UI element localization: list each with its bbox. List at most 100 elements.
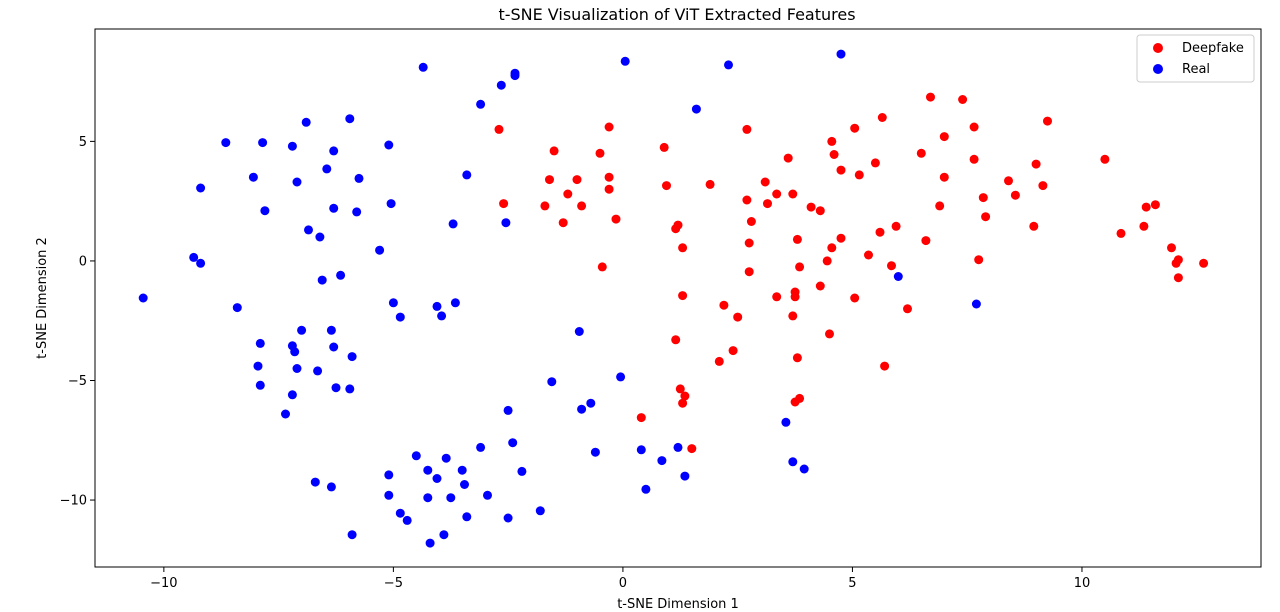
points-layer <box>138 49 1209 548</box>
point-real <box>297 325 307 335</box>
point-real <box>313 366 323 376</box>
plot-frame <box>94 28 1262 568</box>
point-deepfake <box>825 329 834 339</box>
point-real <box>501 218 511 228</box>
y-tick-label: −10 <box>60 494 87 509</box>
point-real <box>971 299 981 309</box>
point-deepfake <box>969 154 979 164</box>
point-real <box>781 417 791 427</box>
point-real <box>292 177 302 187</box>
point-real <box>437 311 447 321</box>
point-real <box>425 538 435 548</box>
point-deepfake <box>903 304 912 314</box>
point-deepfake <box>540 201 550 211</box>
point-real <box>616 372 626 382</box>
point-real <box>260 206 270 216</box>
point-real <box>423 465 433 475</box>
point-real <box>384 140 394 150</box>
point-real <box>462 170 472 180</box>
point-real <box>354 173 364 183</box>
point-deepfake <box>1167 243 1176 253</box>
point-real <box>547 377 557 387</box>
point-deepfake <box>763 199 772 209</box>
point-deepfake <box>974 255 984 265</box>
point-real <box>336 270 346 280</box>
point-real <box>232 303 242 313</box>
point-deepfake <box>864 250 873 260</box>
point-real <box>258 138 268 148</box>
point-deepfake <box>563 189 573 199</box>
point-deepfake <box>795 393 805 403</box>
point-real <box>292 364 302 373</box>
point-real <box>457 465 467 475</box>
point-deepfake <box>678 291 688 301</box>
point-real <box>432 301 442 311</box>
point-real <box>432 474 442 483</box>
point-deepfake <box>636 413 646 423</box>
point-deepfake <box>870 158 880 168</box>
y-tick-label: 5 <box>79 135 87 150</box>
point-deepfake <box>494 124 504 134</box>
point-deepfake <box>1004 176 1013 186</box>
point-deepfake <box>788 189 798 199</box>
point-real <box>345 114 355 124</box>
point-real <box>418 62 428 72</box>
point-real <box>460 480 469 489</box>
plot-area <box>95 29 1261 567</box>
point-deepfake <box>792 234 802 244</box>
point-deepfake <box>981 212 991 222</box>
point-deepfake <box>604 184 614 194</box>
point-real <box>691 104 701 114</box>
point-real <box>439 530 449 540</box>
point-real <box>322 164 332 174</box>
legend-box <box>1136 34 1255 83</box>
point-real <box>388 298 398 308</box>
point-deepfake <box>499 199 509 209</box>
point-real <box>641 484 651 494</box>
point-deepfake <box>673 220 683 230</box>
point-real <box>317 275 327 285</box>
point-deepfake <box>675 384 685 394</box>
point-real <box>446 493 456 503</box>
point-real <box>788 457 798 467</box>
y-axis: −10 −5 0 5 <box>60 135 95 509</box>
point-real <box>255 338 265 348</box>
point-real <box>657 456 667 466</box>
point-real <box>329 203 339 213</box>
point-deepfake <box>671 335 681 345</box>
x-axis-title: t-SNE Dimension 1 <box>617 597 739 612</box>
point-real <box>384 490 394 500</box>
point-deepfake <box>969 122 979 132</box>
point-real <box>196 183 206 193</box>
point-real <box>411 451 421 461</box>
point-deepfake <box>935 201 945 211</box>
point-real <box>386 199 396 209</box>
point-deepfake <box>1029 221 1039 231</box>
point-real <box>375 245 385 255</box>
point-real <box>301 117 311 127</box>
legend-marker-deepfake <box>1153 43 1163 53</box>
point-deepfake <box>728 346 738 356</box>
point-real <box>673 442 683 452</box>
point-deepfake <box>887 261 896 271</box>
point-real <box>535 506 545 516</box>
point-real <box>724 60 733 70</box>
point-deepfake <box>733 312 743 322</box>
x-tick-label: 0 <box>619 576 627 591</box>
point-deepfake <box>597 262 607 272</box>
point-real <box>347 530 357 540</box>
point-real <box>315 232 325 242</box>
point-deepfake <box>978 193 988 203</box>
point-real <box>483 490 492 500</box>
point-real <box>462 512 472 522</box>
point-deepfake <box>815 206 825 216</box>
point-deepfake <box>815 281 825 291</box>
point-real <box>517 466 527 476</box>
point-deepfake <box>836 233 846 243</box>
point-real <box>138 293 148 303</box>
point-real <box>574 327 584 336</box>
point-real <box>476 99 486 109</box>
legend-label-real: Real <box>1182 62 1210 77</box>
chart-title: t-SNE Visualization of ViT Extracted Fea… <box>498 5 855 24</box>
point-deepfake <box>1173 273 1183 283</box>
